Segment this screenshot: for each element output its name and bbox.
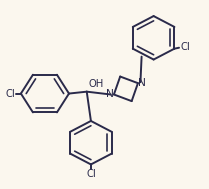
- Text: N: N: [106, 89, 114, 99]
- Text: Cl: Cl: [5, 89, 15, 98]
- Text: Cl: Cl: [86, 169, 96, 179]
- Text: Cl: Cl: [181, 42, 190, 52]
- Text: OH: OH: [88, 79, 104, 89]
- Text: N: N: [138, 78, 146, 88]
